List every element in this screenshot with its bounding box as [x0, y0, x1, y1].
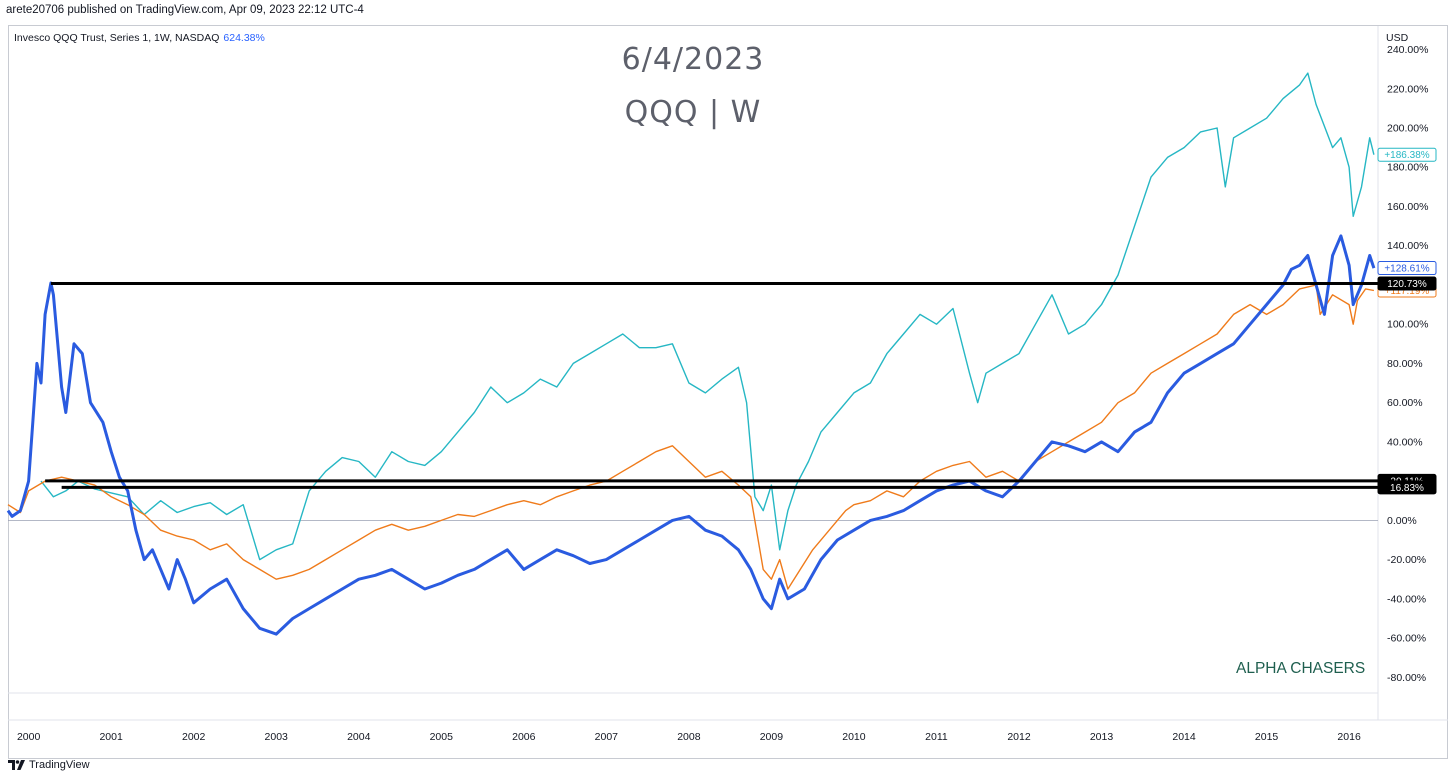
x-tick-label: 2016: [1337, 731, 1361, 743]
x-tick-label: 2010: [842, 731, 866, 743]
footer-brand[interactable]: TradingView: [8, 759, 90, 771]
y-tick-label: 160.00%: [1387, 201, 1428, 213]
symbol-legend-change: 624.38%: [223, 32, 265, 44]
tradingview-logo-icon: [8, 760, 25, 770]
hline-value-badge-3: 16.83%: [1390, 483, 1424, 494]
y-tick-label: 40.00%: [1387, 436, 1423, 448]
watermark-text: ALPHA CHASERS: [1236, 660, 1366, 677]
chart-frame: [8, 25, 1448, 759]
x-tick-label: 2002: [182, 731, 206, 743]
x-tick-label: 2009: [760, 731, 784, 743]
y-tick-label: -60.00%: [1387, 633, 1426, 645]
y-tick-label: 180.00%: [1387, 162, 1428, 174]
footer-brand-label: TradingView: [29, 759, 90, 771]
hline-value-badge-1-bg: [1377, 276, 1437, 291]
series-group: [6, 72, 1376, 636]
x-tick-label: 2014: [1172, 731, 1196, 743]
x-tick-label: 2008: [677, 731, 701, 743]
series-last-value-badge-1: +186.38%: [1384, 150, 1429, 161]
x-tick-label: 2007: [595, 731, 619, 743]
x-tick-label: 2015: [1255, 731, 1279, 743]
x-tick-label: 2011: [925, 731, 948, 743]
axis-badges: +186.38%+117.19%+128.61%120.73%20.11%16.…: [1377, 147, 1437, 495]
hline-value-badge-3-bg: [1377, 480, 1437, 495]
y-tick-label: -20.00%: [1387, 554, 1426, 566]
series-line-1: [40, 72, 1375, 561]
y-tick-label: -80.00%: [1387, 672, 1426, 684]
series-line-2: [7, 284, 1375, 590]
y-tick-label: 0.00%: [1387, 515, 1417, 527]
x-axis-ticks[interactable]: 2000 2001 2002 2003 2004 2005 2006 2007 2008 2009…: [17, 731, 1361, 743]
y-tick-label: 200.00%: [1387, 123, 1428, 135]
y-tick-label: -40.00%: [1387, 593, 1426, 605]
horizontal-lines-group: [45, 282, 1378, 489]
y-tick-label: 100.00%: [1387, 319, 1428, 331]
x-tick-label: 2005: [430, 731, 454, 743]
publisher-header: arete20706 published on TradingView.com,…: [6, 4, 364, 16]
x-tick-label: 2004: [347, 731, 371, 743]
hline-value-badge-1: 120.73%: [1387, 279, 1427, 290]
series-last-value-badge-1-bg: [1377, 147, 1437, 162]
y-tick-label: 240.00%: [1387, 44, 1428, 56]
currency-label: USD: [1386, 32, 1409, 44]
series-line-3: [6, 234, 1376, 636]
y-tick-label: 140.00%: [1387, 240, 1428, 252]
chart-title: 6/4/2023: [621, 42, 765, 77]
symbol-legend-name: Invesco QQQ Trust, Series 1, 1W, NASDAQ: [14, 32, 220, 44]
y-axis-ticks[interactable]: 240.00% 220.00% 200.00% 180.00% 160.00% 140.0…: [1387, 44, 1428, 684]
series-last-value-badge-3-bg: [1377, 261, 1437, 276]
y-tick-label: 220.00%: [1387, 83, 1428, 95]
x-tick-label: 2012: [1007, 731, 1031, 743]
chart-subtitle: QQQ | W: [624, 95, 762, 130]
x-tick-label: 2006: [512, 731, 536, 743]
x-tick-label: 2000: [17, 731, 41, 743]
x-tick-label: 2001: [99, 731, 123, 743]
x-tick-label: 2003: [265, 731, 289, 743]
series-last-value-badge-3: +128.61%: [1384, 264, 1429, 275]
y-tick-label: 60.00%: [1387, 397, 1423, 409]
series-last-value-badge-2: +117.19%: [1385, 286, 1430, 297]
x-tick-label: 2013: [1090, 731, 1114, 743]
y-tick-label: 80.00%: [1387, 358, 1423, 370]
symbol-legend[interactable]: Invesco QQQ Trust, Series 1, 1W, NASDAQ 6…: [14, 32, 265, 44]
